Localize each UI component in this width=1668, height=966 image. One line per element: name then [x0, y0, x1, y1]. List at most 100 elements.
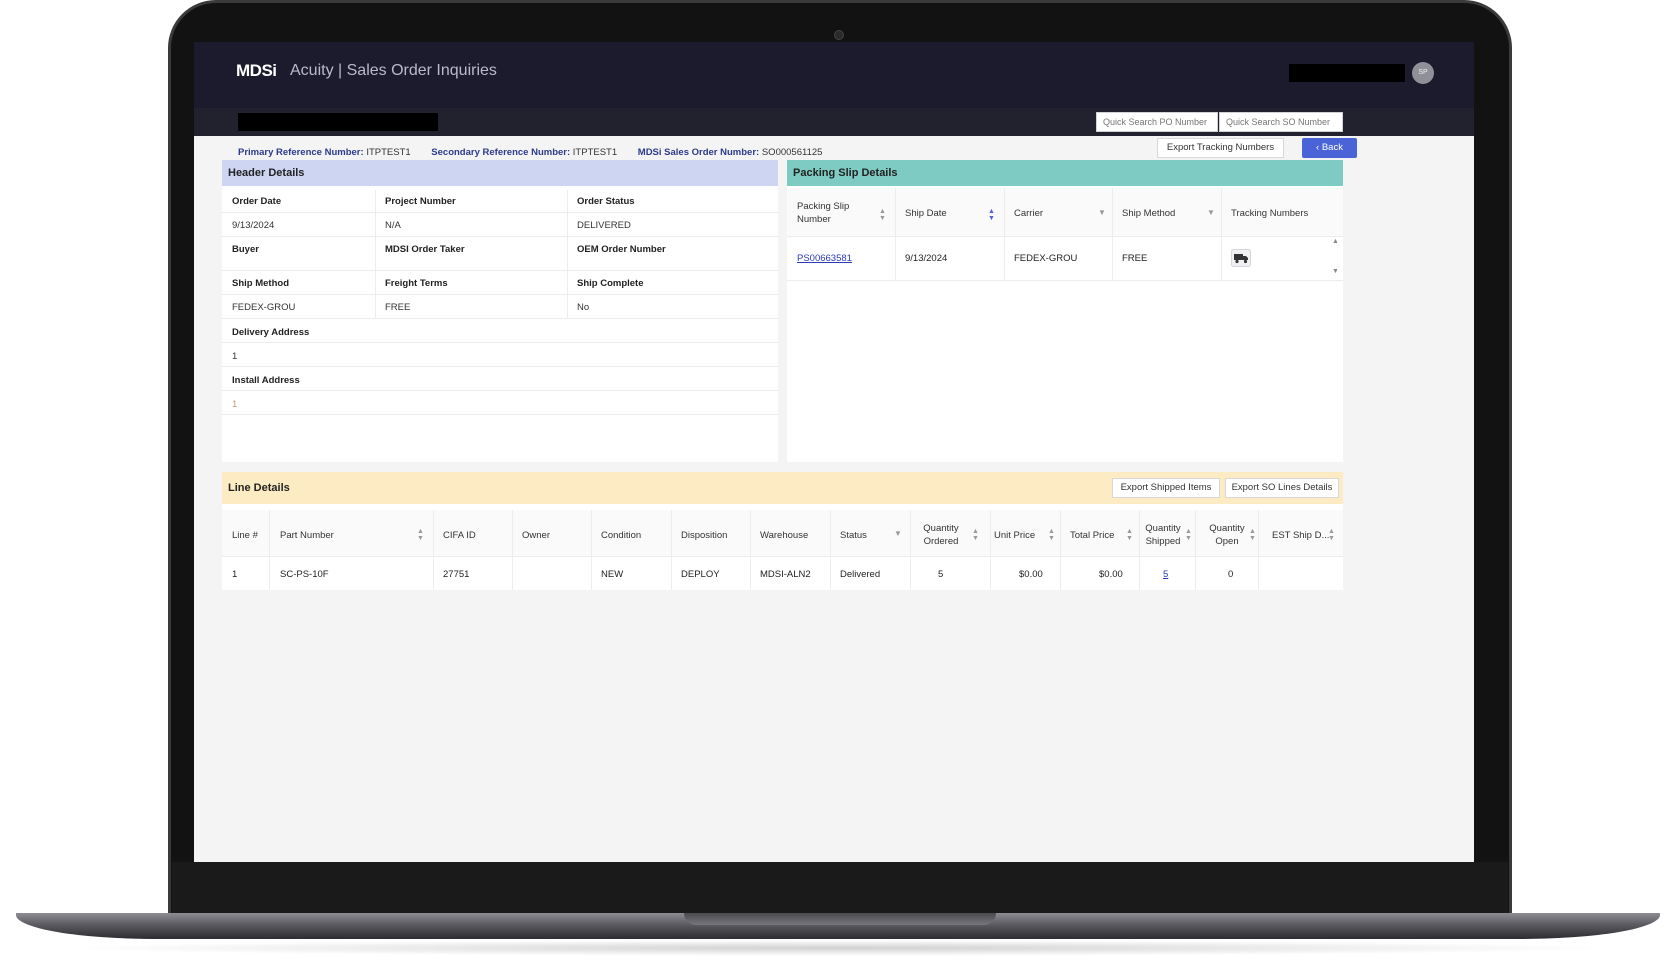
col-est-ship-date[interactable]: EST Ship D... [1272, 530, 1330, 541]
order-taker-label: MDSI Order Taker [385, 244, 465, 255]
packing-slip-panel: Packing Slip Details Packing Slip Number… [787, 160, 1343, 462]
export-so-lines-button[interactable]: Export SO Lines Details [1225, 478, 1339, 498]
col-line-number[interactable]: Line # [232, 530, 258, 541]
col-carrier[interactable]: Carrier [1014, 208, 1044, 219]
col-owner[interactable]: Owner [522, 530, 550, 541]
sort-icon[interactable]: ▲ ▼ [417, 528, 424, 542]
filter-icon[interactable]: ▼ [1207, 208, 1215, 217]
order-status-value: DELIVERED [577, 220, 631, 231]
quantity-shipped-link[interactable]: 5 [1163, 569, 1169, 580]
sort-icon[interactable]: ▲ ▼ [1048, 528, 1055, 542]
laptop-shadow [60, 940, 1616, 956]
top-navbar: MDSi Acuity | Sales Order Inquiries SP [194, 42, 1474, 108]
col-ship-method[interactable]: Ship Method [1122, 208, 1176, 219]
laptop-notch [684, 913, 996, 925]
col-ship-date[interactable]: Ship Date [905, 208, 947, 219]
so-number-label: MDSi Sales Order Number: [637, 147, 760, 158]
total-price-cell: $0.00 [1099, 569, 1123, 580]
oem-order-number-label: OEM Order Number [577, 244, 666, 255]
buyer-label: Buyer [232, 244, 259, 255]
warehouse-cell: MDSI-ALN2 [760, 569, 811, 580]
delivery-address-label: Delivery Address [232, 327, 310, 338]
col-part-number[interactable]: Part Number [280, 530, 334, 541]
cifa-id-cell: 27751 [443, 569, 470, 580]
freight-terms-value: FREE [385, 302, 411, 313]
export-shipped-items-button[interactable]: Export Shipped Items [1112, 478, 1220, 498]
ship-date-cell: 9/13/2024 [905, 253, 948, 264]
app-title: Acuity | Sales Order Inquiries [290, 62, 497, 79]
sort-icon[interactable]: ▲ ▼ [1249, 528, 1256, 542]
col-status[interactable]: Status [840, 530, 867, 541]
avatar[interactable]: SP [1412, 62, 1434, 84]
packing-slip-link[interactable]: PS00663581 [797, 253, 852, 264]
ship-method-cell: FREE [1122, 253, 1148, 264]
col-condition[interactable]: Condition [601, 530, 642, 541]
quick-search-so-input[interactable] [1219, 112, 1343, 132]
condition-cell: NEW [601, 569, 624, 580]
chevron-left-icon: ‹ [1316, 142, 1320, 153]
header-details-title: Header Details [222, 160, 778, 186]
secondary-reference-label: Secondary Reference Number: [431, 147, 571, 158]
filter-icon[interactable]: ▼ [894, 529, 902, 538]
logo: MDSi [236, 61, 277, 80]
table-row: 1 SC-PS-10F 27751 NEW DEPLOY MDSI-ALN2 D… [222, 557, 1343, 590]
sort-icon[interactable]: ▲ ▼ [1185, 528, 1192, 542]
col-disposition[interactable]: Disposition [681, 530, 728, 541]
col-quantity-shipped[interactable]: Quantity Shipped [1145, 523, 1181, 547]
part-number-cell: SC-PS-10F [280, 569, 329, 580]
ship-method-value: FEDEX-GROU [232, 302, 296, 313]
project-number-value: N/A [385, 220, 401, 231]
install-address-label: Install Address [232, 375, 300, 386]
packing-slip-header-row [787, 188, 1343, 237]
truck-icon[interactable] [1231, 249, 1251, 267]
sort-icon[interactable]: ▲ ▼ [1126, 528, 1133, 542]
quantity-open-cell: 0 [1228, 569, 1234, 580]
line-number-cell: 1 [232, 569, 238, 580]
redacted-breadcrumb [238, 113, 438, 131]
sort-icon[interactable]: ▲ ▼ [972, 528, 979, 542]
line-details-header-row [222, 510, 1343, 557]
back-button[interactable]: ‹ Back [1302, 138, 1357, 158]
col-tracking-numbers[interactable]: Tracking Numbers [1231, 208, 1309, 219]
col-total-price[interactable]: Total Price [1070, 530, 1115, 541]
sort-icon[interactable]: ▲ ▼ [1328, 528, 1335, 542]
sort-icon[interactable]: ▲ ▼ [988, 208, 995, 222]
order-status-label: Order Status [577, 196, 635, 207]
secondary-reference-value: ITPTEST1 [572, 147, 618, 158]
col-packing-slip-number[interactable]: Packing Slip Number [797, 201, 850, 225]
order-date-label: Order Date [232, 196, 282, 207]
unit-price-cell: $0.00 [1019, 569, 1043, 580]
disposition-cell: DEPLOY [681, 569, 720, 580]
order-date-value: 9/13/2024 [232, 220, 275, 231]
header-details-panel: Header Details Order Date Project Number… [222, 160, 778, 462]
col-cifa-id[interactable]: CIFA ID [443, 530, 476, 541]
primary-reference-value: ITPTEST1 [366, 147, 411, 158]
camera [834, 30, 844, 40]
carrier-cell: FEDEX-GROU [1014, 253, 1078, 264]
col-quantity-open[interactable]: Quantity Open [1209, 523, 1245, 547]
reference-numbers: Primary Reference Number: ITPTEST1 Secon… [238, 147, 840, 158]
redacted-user-name [1289, 64, 1405, 82]
status-cell: Delivered [840, 569, 881, 580]
table-scrollbar[interactable]: ▲ ▼ [1332, 238, 1339, 275]
ship-complete-value: No [577, 302, 590, 313]
primary-reference-label: Primary Reference Number: [238, 147, 364, 158]
ship-complete-label: Ship Complete [577, 278, 644, 289]
so-number-value: SO000561125 [761, 147, 823, 158]
col-warehouse[interactable]: Warehouse [760, 530, 809, 541]
line-details-panel: Line Details Export Shipped Items Export… [222, 472, 1343, 590]
packing-slip-title: Packing Slip Details [787, 160, 1343, 186]
export-tracking-numbers-button[interactable]: Export Tracking Numbers [1157, 138, 1284, 158]
col-unit-price[interactable]: Unit Price [994, 530, 1036, 541]
ship-method-label: Ship Method [232, 278, 289, 289]
quantity-ordered-cell: 5 [938, 569, 944, 580]
back-button-label: Back [1321, 142, 1343, 153]
freight-terms-label: Freight Terms [385, 278, 448, 289]
col-quantity-ordered[interactable]: Quantity Ordered [923, 523, 959, 547]
app-screen: MDSi Acuity | Sales Order Inquiries SP P… [194, 42, 1474, 862]
quick-search-po-input[interactable] [1096, 112, 1218, 132]
sort-icon[interactable]: ▲ ▼ [879, 208, 886, 222]
install-address-value: 1 [232, 399, 238, 410]
project-number-label: Project Number [385, 196, 456, 207]
filter-icon[interactable]: ▼ [1098, 208, 1106, 217]
